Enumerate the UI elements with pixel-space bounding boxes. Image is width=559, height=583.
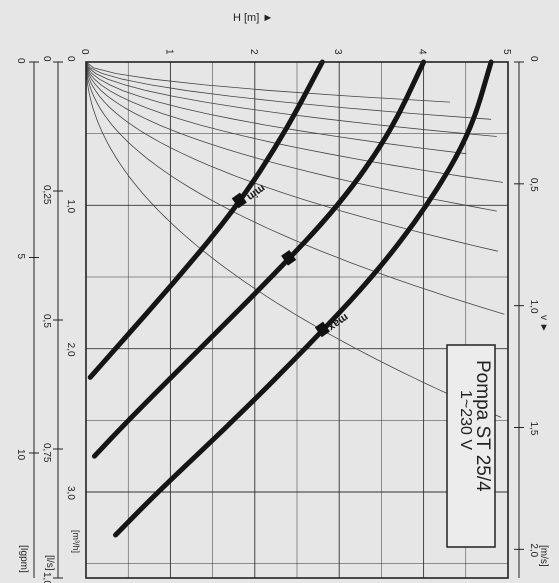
ls-tick-label: 0,25 — [41, 185, 52, 205]
y-tick-label: 3 — [332, 49, 343, 55]
gpm-unit: [Igpm] — [18, 545, 29, 573]
system-curve — [85, 61, 467, 155]
m3h-tick-label: 3,0 — [65, 486, 76, 500]
velocity-tick-label: 1,5 — [528, 422, 539, 436]
m3h-tick-label: 0 — [65, 56, 76, 62]
chart-subtitle: 1~230 V — [457, 390, 474, 450]
series-line — [87, 59, 325, 380]
series-marker — [231, 192, 247, 209]
system-curve — [85, 61, 505, 315]
velocity-ticks: 0 0,5 1,0 1,5 2,0 — [514, 56, 539, 558]
title-block: Pompa ST 25/4 1~230 V — [446, 344, 496, 548]
y-ticks: 0 1 2 3 4 5 — [79, 49, 512, 55]
chart-title: Pompa ST 25/4 — [472, 360, 493, 492]
ls-unit: [l/s] — [44, 555, 55, 571]
velocity-tick-label: 0 — [528, 56, 539, 62]
gpm-ticks: 0 5 10 — [15, 58, 39, 461]
series-lines — [87, 59, 494, 538]
ls-tick-label: 1,0 — [41, 572, 52, 583]
series-line — [113, 59, 494, 538]
y-tick-label: 2 — [248, 49, 259, 55]
system-curve — [85, 61, 497, 137]
system-curves — [85, 61, 505, 418]
m3h-tick-label: 2,0 — [65, 343, 76, 357]
series-marker — [281, 250, 297, 266]
m3h-unit: [m³/h] — [71, 530, 81, 553]
system-curve — [85, 61, 497, 212]
plot-frame — [85, 61, 509, 579]
x-ticks-m3h: 0 1,0 2,0 3,0 — [65, 56, 76, 500]
system-curve — [85, 61, 450, 103]
system-curve — [85, 61, 502, 418]
ls-ticks: 0 0,25 0,5 0,75 1,0 — [41, 56, 63, 583]
velocity-tick-label: 2,0 — [528, 543, 539, 557]
system-curve — [85, 61, 503, 183]
y-tick-label: 1 — [163, 49, 174, 55]
series-marker — [314, 321, 330, 338]
system-curve — [85, 61, 498, 252]
gpm-tick-label: 5 — [15, 254, 26, 260]
system-curve — [85, 61, 492, 120]
velocity-tick-label: 1,0 — [528, 300, 539, 314]
gpm-tick-label: 0 — [15, 58, 26, 64]
ls-tick-label: 0,5 — [41, 314, 52, 328]
velocity-label: v ► — [538, 315, 549, 333]
y-axis-label: H [m] ► — [233, 12, 273, 24]
y-tick-label: 5 — [501, 49, 512, 55]
ls-tick-label: 0,75 — [41, 443, 52, 463]
y-tick-label: 0 — [79, 49, 90, 55]
m3h-tick-label: 1,0 — [65, 199, 76, 213]
velocity-tick-label: 0,5 — [528, 178, 539, 192]
ls-tick-label: 0 — [41, 56, 52, 62]
y-tick-label: 4 — [417, 49, 428, 55]
gpm-tick-label: 10 — [15, 449, 26, 461]
series-line — [91, 59, 427, 459]
velocity-unit: [m/s] — [538, 545, 549, 567]
